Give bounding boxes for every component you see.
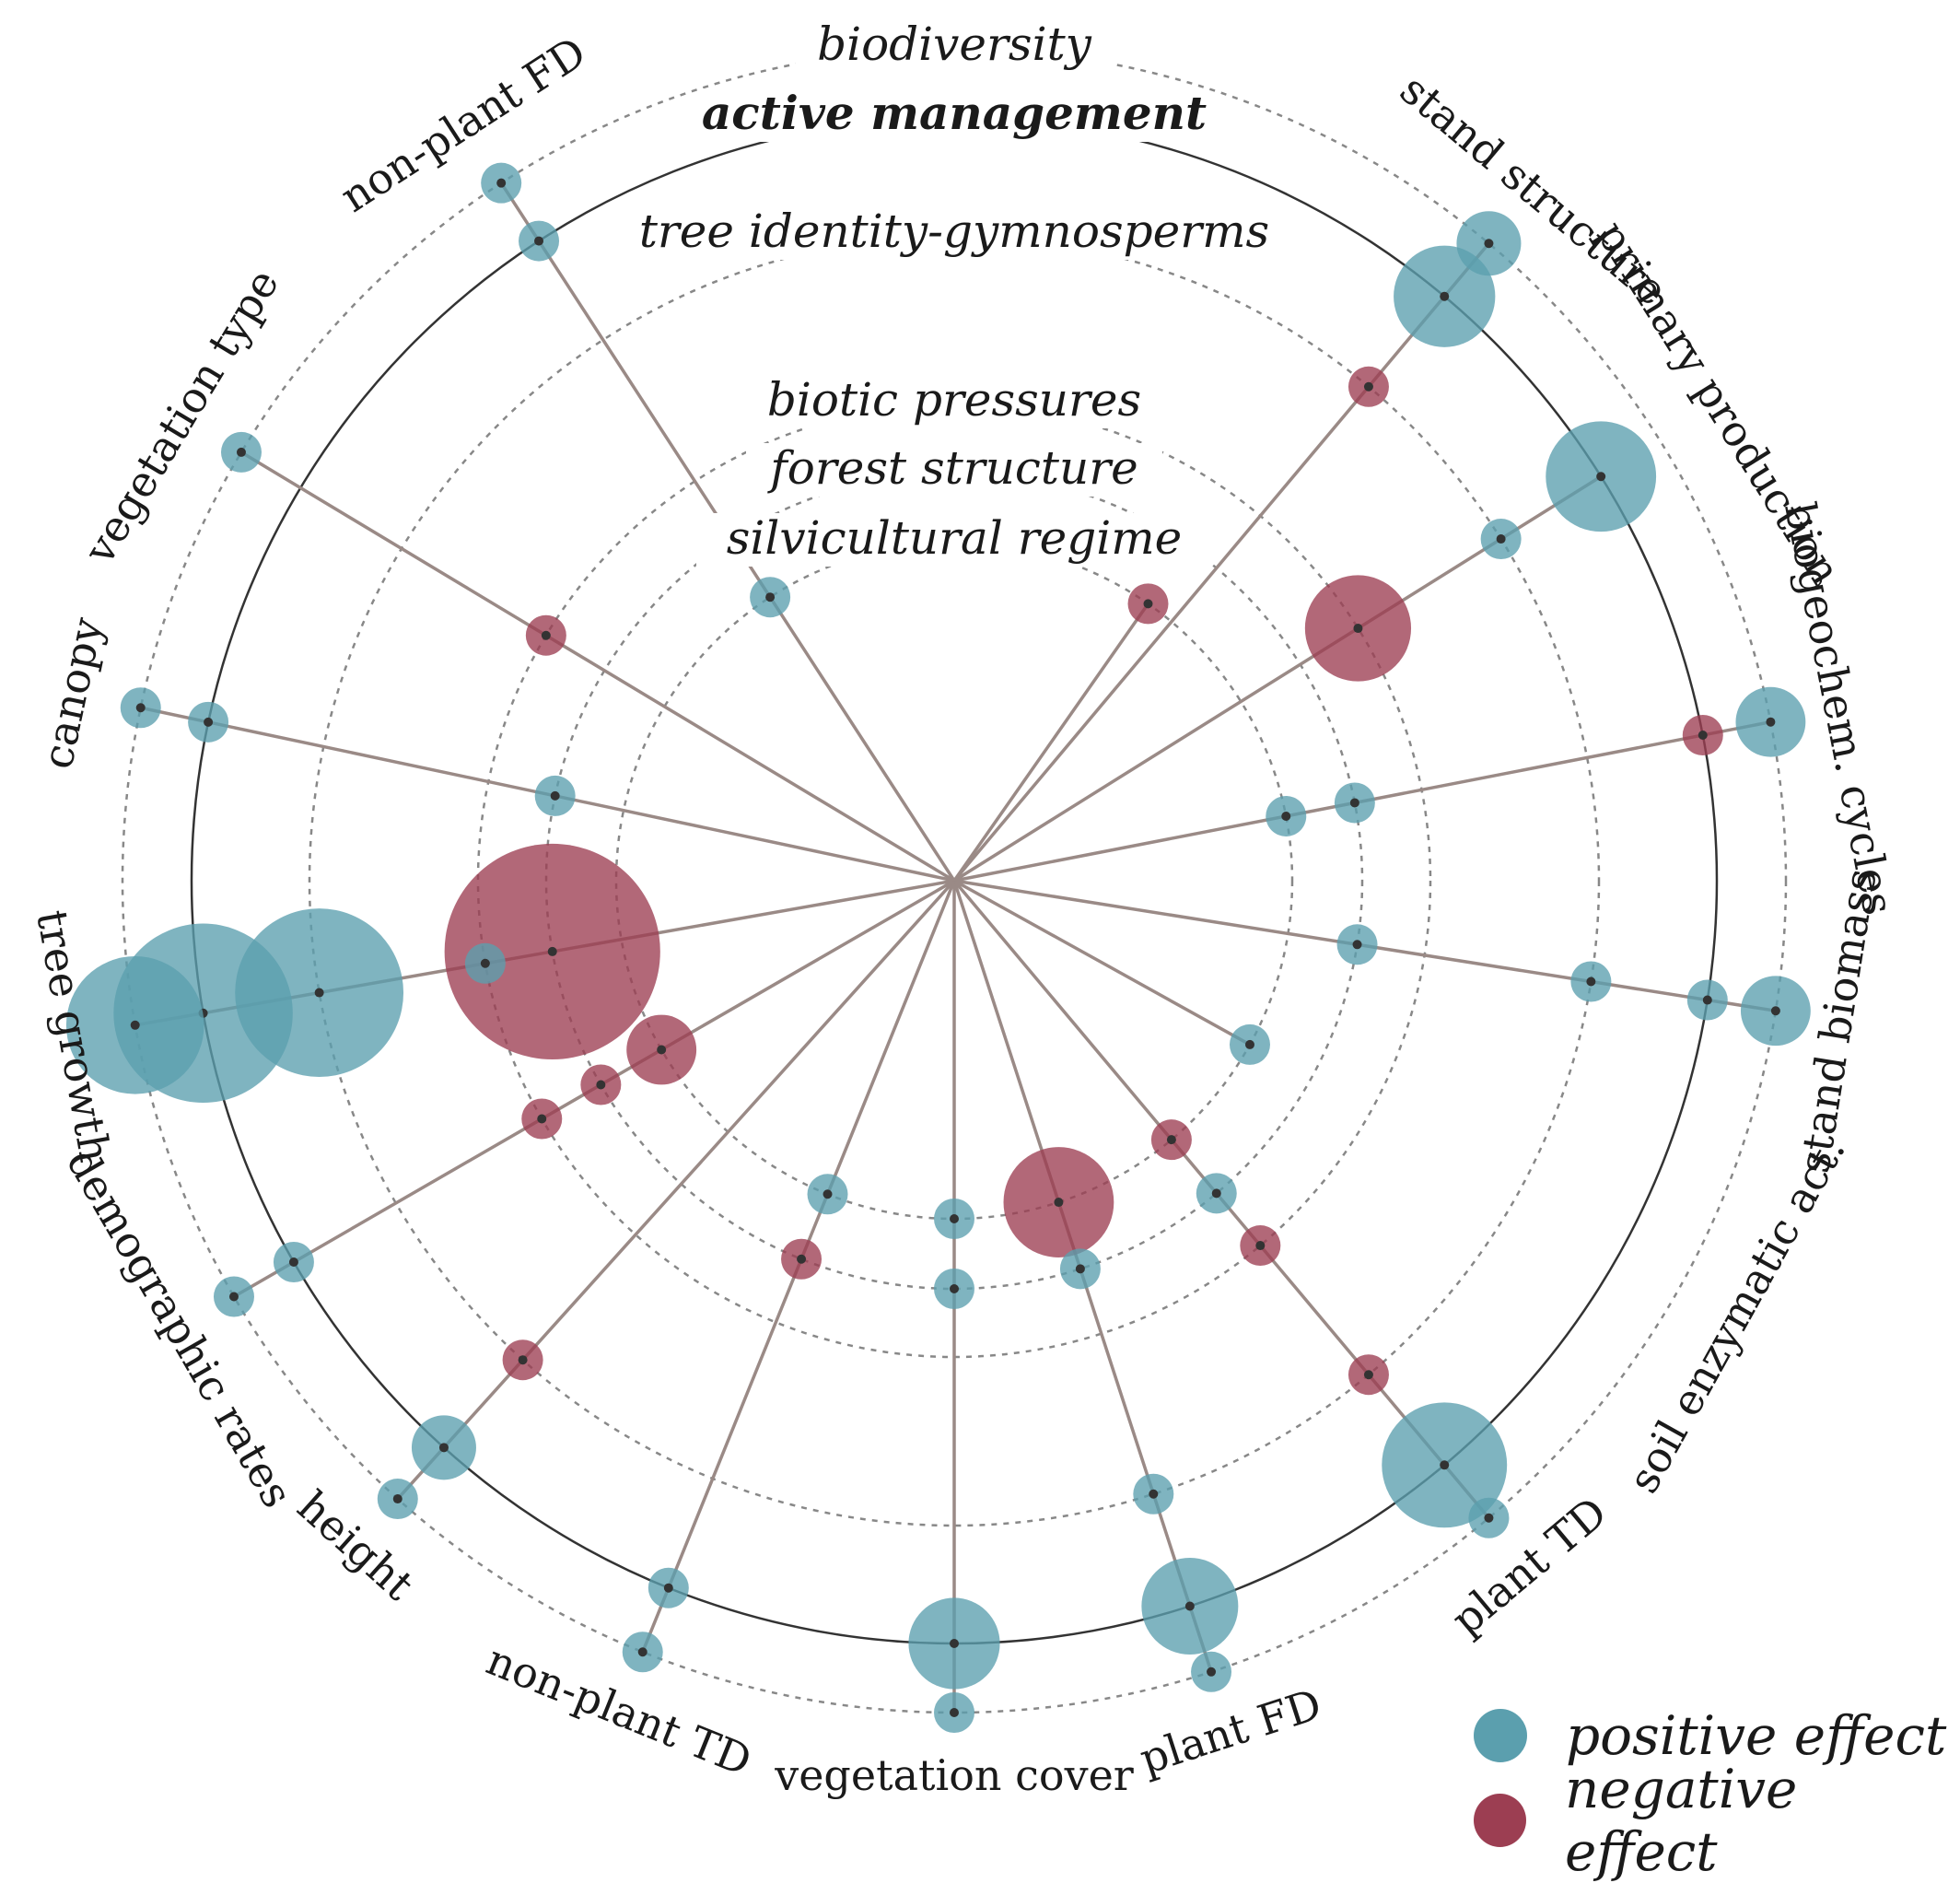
bubble-layer xyxy=(65,162,1811,1733)
bubble-center-dot xyxy=(288,1257,298,1267)
ring-tree-identity-gymnosperms xyxy=(308,234,1601,1527)
legend-positive: positive effect xyxy=(1474,1693,1960,1778)
bubble-center-dot xyxy=(496,178,507,188)
spoke-soil-enzymatic-act xyxy=(953,879,1251,1047)
bubble-center-dot xyxy=(1352,940,1362,950)
bubble-center-dot xyxy=(228,1292,239,1302)
category-label-demographic-rates: demographic rates xyxy=(57,1140,303,1516)
bubble-center-dot xyxy=(663,1583,673,1593)
bubble-center-dot xyxy=(537,1114,547,1124)
ring-label-tree-identity-gymnosperms: tree identity-gymnosperms xyxy=(639,205,1269,258)
bubble-center-dot xyxy=(1255,1241,1266,1251)
ring-label-backing xyxy=(746,375,1162,428)
bubble-center-dot xyxy=(1349,798,1359,808)
bubble-center-dot xyxy=(550,790,560,801)
ring-label-biodiversity: biodiversity xyxy=(817,18,1092,71)
bubble-center-dot xyxy=(1496,534,1506,544)
bubble-center-dot xyxy=(1770,1006,1780,1016)
bubble-center-dot xyxy=(797,1254,807,1264)
bubble-center-dot xyxy=(950,1639,959,1648)
bubble-center-dot xyxy=(541,630,551,640)
bubble-center-dot xyxy=(1586,977,1596,987)
bubble-center-dot xyxy=(518,1355,528,1365)
category-label-vegetation-type: vegetation type xyxy=(74,261,288,573)
bubble-center-dot xyxy=(1149,1489,1159,1499)
bubble-center-dot xyxy=(657,1045,667,1055)
bubble-center-dot xyxy=(236,447,246,457)
bubble-center-dot xyxy=(130,1020,140,1030)
legend-negative: negative effect xyxy=(1474,1758,1960,1883)
bubble-center-dot xyxy=(1211,1188,1221,1199)
spoke-unlabeled xyxy=(952,602,1149,883)
ring-label-active-management: active management xyxy=(702,86,1207,140)
bubble-center-dot xyxy=(1698,731,1708,741)
bubble-center-dot xyxy=(1143,599,1153,609)
bubble-center-dot xyxy=(135,703,146,713)
ring-label-backing xyxy=(634,206,1275,260)
spoke-height xyxy=(396,879,956,1501)
bubble-center-dot xyxy=(1244,1039,1254,1049)
bubble-center-dot xyxy=(204,717,214,727)
bubble-center-dot xyxy=(1484,1513,1494,1523)
bubble-center-dot xyxy=(1484,239,1494,249)
legend-positive-swatch xyxy=(1474,1709,1527,1762)
bubble-center-dot xyxy=(1184,1601,1195,1611)
bubble-center-dot xyxy=(1075,1264,1085,1274)
ring-label-backing xyxy=(702,88,1207,142)
category-label-non-plant-fd: non-plant FD xyxy=(332,27,595,222)
spoke-vegetation-type xyxy=(240,450,955,883)
bubble-center-dot xyxy=(1054,1198,1064,1208)
bubble-center-dot xyxy=(1363,381,1373,392)
bubble-center-dot xyxy=(1440,1460,1450,1470)
bubble-center-dot xyxy=(314,988,324,998)
bubble-center-dot xyxy=(1702,995,1712,1005)
bubble-center-dot xyxy=(1207,1667,1217,1677)
bubble-center-dot xyxy=(637,1647,648,1657)
bubble-center-dot xyxy=(1596,472,1606,482)
bubble-center-dot xyxy=(480,958,490,968)
ring-label-backing xyxy=(746,443,1162,497)
legend-negative-label: negative effect xyxy=(1565,1758,1798,1883)
category-label-canopy: canopy xyxy=(32,614,112,774)
bubble-center-dot xyxy=(822,1189,833,1199)
ring-label-backing xyxy=(796,19,1113,73)
ring-label-forest-structure: forest structure xyxy=(766,441,1138,495)
category-label-vegetation-cover: vegetation cover xyxy=(774,1750,1134,1800)
category-label-plant-fd: plant FD xyxy=(1134,1678,1327,1784)
bubble-center-dot xyxy=(1353,624,1363,634)
category-label-non-plant-td: non-plant TD xyxy=(480,1634,758,1785)
ring-label-biotic-pressures: biotic pressures xyxy=(767,373,1141,427)
bubble-center-dot xyxy=(596,1080,606,1090)
ring-label-layer: silvicultural regime forest structure biot… xyxy=(634,18,1275,567)
spoke-stand-structure xyxy=(952,242,1490,883)
ring-label-backing xyxy=(696,513,1212,567)
bubble-center-dot xyxy=(1766,717,1776,727)
legend-positive-label: positive effect xyxy=(1566,1704,1947,1767)
bubble-center-dot xyxy=(1166,1135,1176,1145)
bubble-center-dot xyxy=(547,946,557,956)
bubble-center-dot xyxy=(950,1214,959,1223)
bubble-center-dot xyxy=(1281,811,1291,821)
bubble-center-dot xyxy=(534,236,544,246)
bubble-center-dot xyxy=(1440,291,1450,301)
ring-label-silvicultural-regime: silvicultural regime xyxy=(727,511,1182,565)
legend: positive effect negative effect xyxy=(1474,1693,1960,1883)
bubble-center-dot xyxy=(438,1443,449,1453)
bubble-center-dot xyxy=(950,1708,959,1717)
bubble-center-dot xyxy=(765,592,776,602)
bubble-center-dot xyxy=(950,1284,959,1293)
legend-negative-swatch xyxy=(1474,1794,1527,1847)
bubble-center-dot xyxy=(392,1494,402,1504)
bubble-center-dot xyxy=(1363,1370,1373,1380)
